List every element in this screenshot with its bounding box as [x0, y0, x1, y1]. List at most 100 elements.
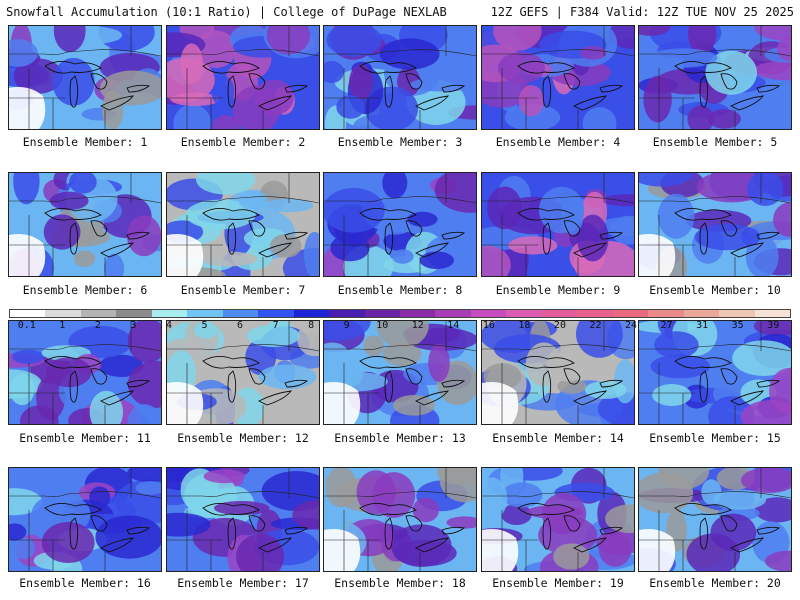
snowfall-map	[482, 26, 634, 129]
legend-tick-label: 31	[696, 320, 709, 331]
legend-swatch	[258, 310, 294, 317]
political-borders	[167, 321, 319, 424]
member-label: Ensemble Member: 11	[19, 431, 151, 445]
ensemble-member-map	[323, 25, 477, 130]
member-label: Ensemble Member: 1	[22, 135, 148, 149]
snowfall-map	[167, 173, 319, 276]
legend-tick-label: 1	[59, 320, 66, 331]
ensemble-member-map	[166, 25, 320, 130]
great-lakes-outline	[202, 503, 309, 553]
great-lakes-outline	[359, 61, 466, 111]
legend-swatch	[116, 310, 152, 317]
snowfall-map	[482, 173, 634, 276]
legend-swatch	[293, 310, 330, 317]
member-label: Ensemble Member: 3	[337, 135, 463, 149]
legend-tick-label: 18	[518, 320, 531, 331]
member-label: Ensemble Member: 20	[649, 576, 781, 590]
legend-swatch	[754, 310, 790, 317]
legend-tick-label: 2	[94, 320, 101, 331]
political-borders	[324, 468, 476, 571]
political-borders	[639, 173, 791, 276]
great-lakes-outline	[517, 208, 624, 258]
snowfall-map	[167, 26, 319, 129]
member-label: Ensemble Member: 8	[337, 283, 463, 297]
political-borders	[639, 468, 791, 571]
legend-swatch	[80, 310, 117, 317]
snowfall-map	[324, 468, 476, 571]
legend-swatch	[222, 310, 259, 317]
legend-swatch	[719, 310, 755, 317]
member-label: Ensemble Member: 13	[334, 431, 466, 445]
legend-swatch	[435, 310, 471, 317]
legend-swatch	[541, 310, 578, 317]
member-label: Ensemble Member: 16	[19, 576, 151, 590]
legend-tick-label: 35	[731, 320, 744, 331]
legend-tick-label: 22	[589, 320, 602, 331]
snowfall-map	[639, 321, 791, 424]
legend-tick-label: 4	[165, 320, 172, 331]
snowfall-map	[9, 173, 161, 276]
legend-tick-label: 16	[482, 320, 495, 331]
great-lakes-outline	[674, 356, 781, 406]
political-borders	[324, 26, 476, 129]
member-label: Ensemble Member: 14	[492, 431, 624, 445]
political-borders	[324, 321, 476, 424]
ensemble-member-map	[166, 467, 320, 572]
great-lakes-outline	[44, 208, 151, 258]
snowfall-map	[324, 26, 476, 129]
great-lakes-outline	[44, 61, 151, 111]
legend-tick-label: 5	[201, 320, 208, 331]
great-lakes-outline	[674, 61, 781, 111]
legend-swatch	[187, 310, 223, 317]
legend-tick-label: 39	[767, 320, 780, 331]
ensemble-member-map	[323, 320, 477, 425]
snowfall-map	[639, 26, 791, 129]
ensemble-member-map	[481, 467, 635, 572]
ensemble-member-map	[481, 320, 635, 425]
political-borders	[9, 321, 161, 424]
snowfall-color-legend: 0.1 1 2 3 4 5 6 7 8 9 10 12 14 16 18 20 22 24 27 31 35 39	[9, 305, 791, 335]
snowfall-map	[167, 468, 319, 571]
great-lakes-outline	[44, 503, 151, 553]
legend-tick-label: 0.1	[17, 320, 36, 331]
legend-swatch	[364, 310, 400, 317]
great-lakes-outline	[202, 208, 309, 258]
political-borders	[324, 173, 476, 276]
great-lakes-outline	[517, 61, 624, 111]
great-lakes-outline	[517, 503, 624, 553]
member-label: Ensemble Member: 9	[495, 283, 621, 297]
great-lakes-outline	[359, 208, 466, 258]
great-lakes-outline	[674, 208, 781, 258]
legend-swatch	[577, 310, 613, 317]
snowfall-map	[9, 321, 161, 424]
political-borders	[482, 173, 634, 276]
legend-tick-label: 3	[130, 320, 137, 331]
political-borders	[167, 26, 319, 129]
political-borders	[639, 321, 791, 424]
great-lakes-outline	[202, 61, 309, 111]
legend-tick-label: 6	[237, 320, 244, 331]
legend-tick-label: 14	[447, 320, 460, 331]
ensemble-member-map	[8, 25, 162, 130]
political-borders	[167, 468, 319, 571]
great-lakes-outline	[517, 356, 624, 406]
legend-tick-label: 9	[343, 320, 350, 331]
ensemble-member-map	[638, 320, 792, 425]
snowfall-map	[9, 26, 161, 129]
ensemble-member-map	[638, 467, 792, 572]
legend-swatch	[683, 310, 720, 317]
legend-tick-label: 20	[553, 320, 566, 331]
snowfall-map	[482, 468, 634, 571]
legend-tick-label: 7	[272, 320, 279, 331]
member-label: Ensemble Member: 7	[180, 283, 306, 297]
legend-tick-label: 27	[660, 320, 673, 331]
snowfall-map	[324, 173, 476, 276]
ensemble-member-map	[8, 467, 162, 572]
ensemble-member-map	[638, 25, 792, 130]
member-label: Ensemble Member: 10	[649, 283, 781, 297]
ensemble-member-map	[638, 172, 792, 277]
ensemble-member-map	[8, 320, 162, 425]
legend-swatch	[506, 310, 542, 317]
legend-swatch	[648, 310, 684, 317]
ensemble-member-map	[8, 172, 162, 277]
